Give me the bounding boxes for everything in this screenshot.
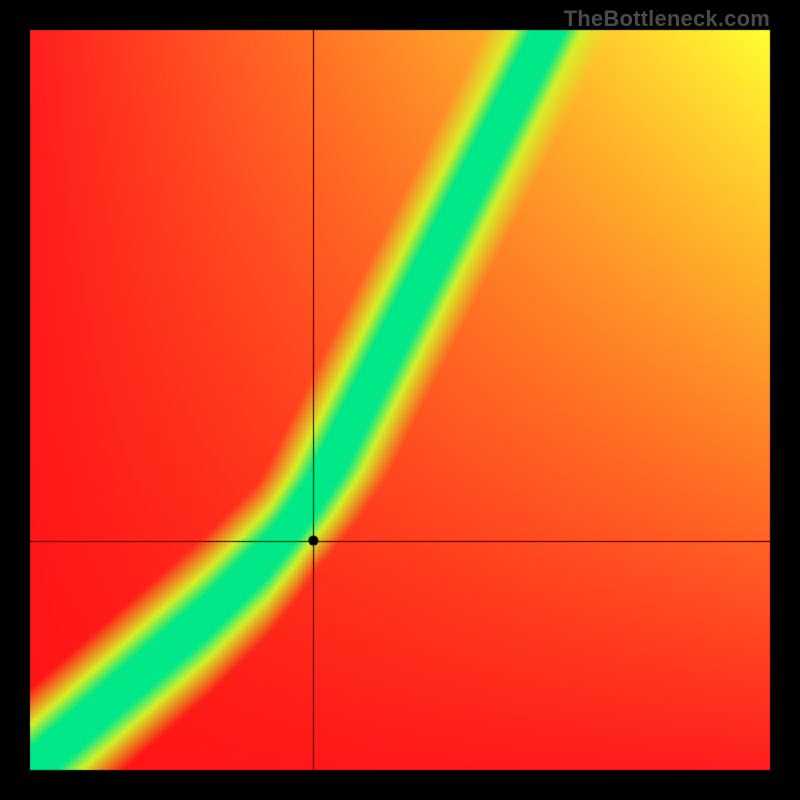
watermark-text: TheBottleneck.com bbox=[564, 6, 770, 32]
bottleneck-heatmap bbox=[0, 0, 800, 800]
